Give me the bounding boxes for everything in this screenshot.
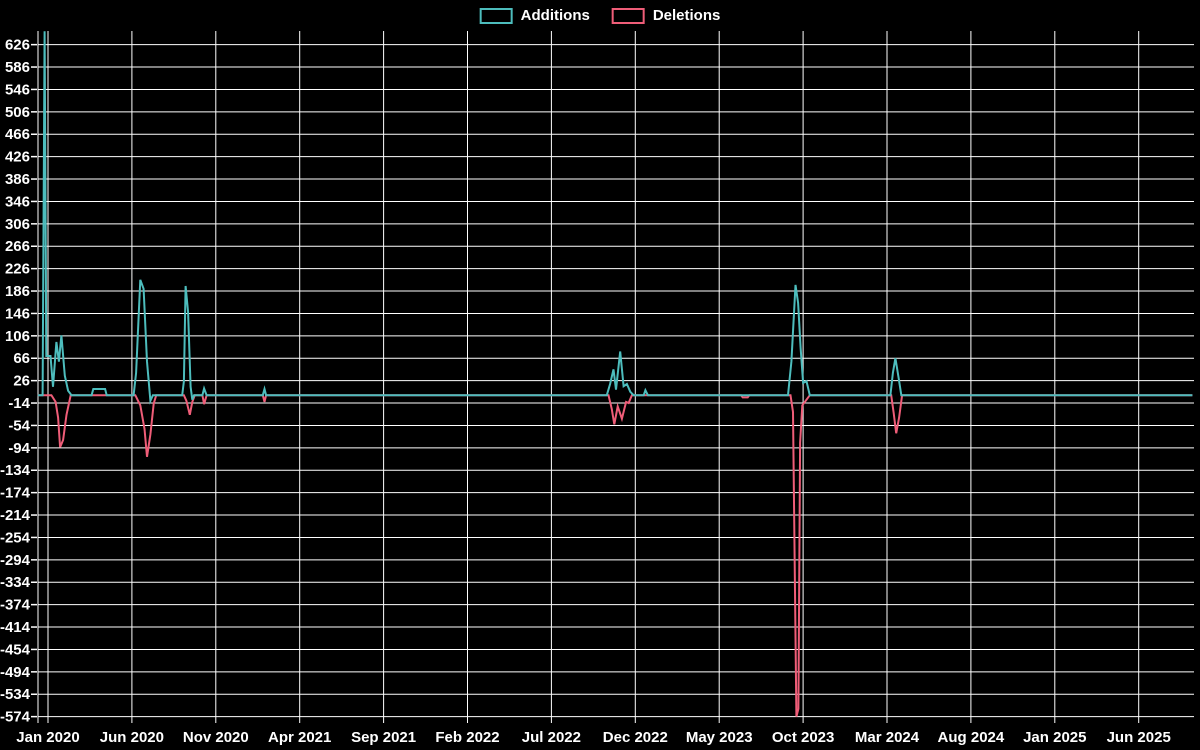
y-tick-label: 226 bbox=[5, 261, 30, 278]
y-tick-label: -414 bbox=[0, 619, 31, 636]
x-tick-label: Jan 2020 bbox=[16, 729, 79, 746]
x-tick-label: Feb 2022 bbox=[435, 729, 499, 746]
y-tick-label: 586 bbox=[5, 59, 30, 76]
y-tick-label: -14 bbox=[8, 395, 30, 412]
y-tick-label: -454 bbox=[0, 641, 31, 658]
y-tick-label: -334 bbox=[0, 574, 31, 591]
y-tick-label: -494 bbox=[0, 664, 31, 681]
y-tick-label: 466 bbox=[5, 126, 30, 143]
legend-label-additions: Additions bbox=[520, 7, 590, 24]
x-tick-label: Aug 2024 bbox=[938, 729, 1005, 746]
y-tick-label: 186 bbox=[5, 283, 30, 300]
chart-legend: Additions Deletions bbox=[479, 7, 721, 24]
additions-line bbox=[37, 31, 1193, 405]
y-tick-label: 546 bbox=[5, 81, 30, 98]
y-tick-label: -254 bbox=[0, 529, 31, 546]
y-tick-label: 346 bbox=[5, 193, 30, 210]
x-tick-label: Apr 2021 bbox=[268, 729, 331, 746]
legend-label-deletions: Deletions bbox=[652, 7, 721, 24]
x-tick-label: Jan 2025 bbox=[1023, 729, 1086, 746]
additions-swatch-icon bbox=[479, 7, 513, 24]
x-tick-label: Jun 2020 bbox=[100, 729, 164, 746]
y-tick-label: 386 bbox=[5, 171, 30, 188]
x-tick-label: Oct 2023 bbox=[772, 729, 835, 746]
deletions-line bbox=[37, 394, 1193, 717]
y-tick-label: -574 bbox=[0, 709, 31, 726]
x-tick-label: Jun 2025 bbox=[1107, 729, 1171, 746]
y-tick-label: -294 bbox=[0, 552, 31, 569]
y-tick-label: -174 bbox=[0, 485, 31, 502]
y-tick-label: 266 bbox=[5, 238, 30, 255]
x-tick-label: Mar 2024 bbox=[855, 729, 920, 746]
y-tick-label: 146 bbox=[5, 305, 30, 322]
y-tick-label: -94 bbox=[8, 440, 30, 457]
y-tick-label: 506 bbox=[5, 104, 30, 121]
y-tick-label: 66 bbox=[13, 350, 30, 367]
y-tick-label: -374 bbox=[0, 597, 31, 614]
deletions-swatch-icon bbox=[611, 7, 645, 24]
y-tick-label: 106 bbox=[5, 328, 30, 345]
y-tick-label: -54 bbox=[8, 417, 30, 434]
y-tick-label: 26 bbox=[13, 373, 30, 390]
y-tick-label: -534 bbox=[0, 686, 31, 703]
y-tick-label: 626 bbox=[5, 37, 30, 54]
legend-item-deletions[interactable]: Deletions bbox=[611, 7, 721, 24]
x-tick-label: Nov 2020 bbox=[183, 729, 249, 746]
y-tick-label: -214 bbox=[0, 507, 31, 524]
x-tick-label: Jul 2022 bbox=[522, 729, 581, 746]
y-tick-label: 426 bbox=[5, 149, 30, 166]
y-tick-label: -134 bbox=[0, 462, 31, 479]
x-tick-label: Sep 2021 bbox=[351, 729, 416, 746]
x-tick-label: Dec 2022 bbox=[603, 729, 668, 746]
legend-item-additions[interactable]: Additions bbox=[479, 7, 590, 24]
y-tick-label: 306 bbox=[5, 216, 30, 233]
x-tick-label: May 2023 bbox=[686, 729, 753, 746]
